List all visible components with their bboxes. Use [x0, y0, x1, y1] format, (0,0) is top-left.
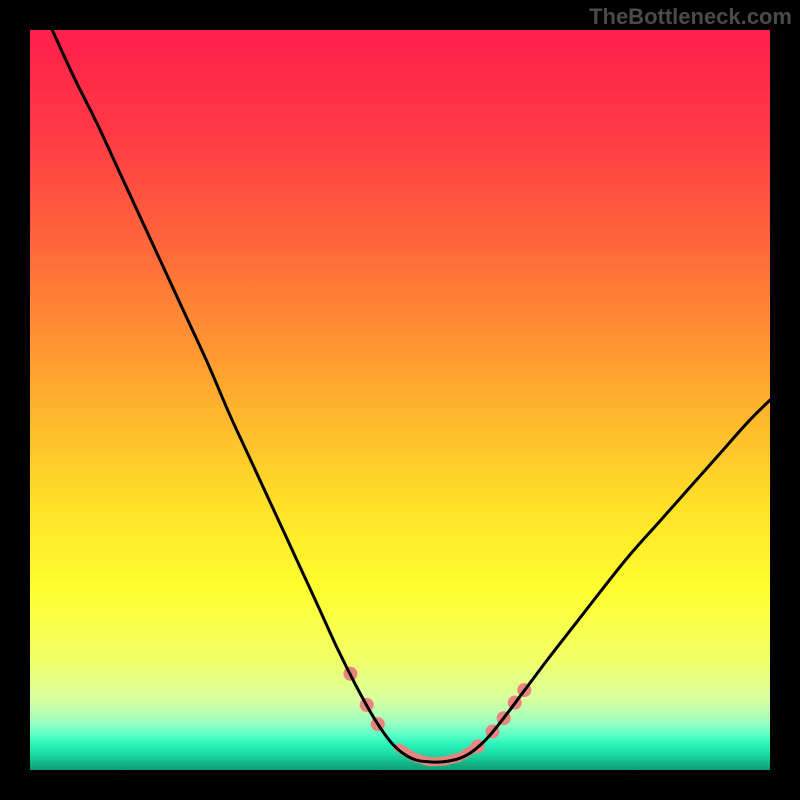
plot-area [30, 30, 770, 770]
bottleneck-curve [52, 30, 770, 762]
figure-canvas: TheBottleneck.com [0, 0, 800, 800]
curve-layer [30, 30, 770, 770]
watermark-text: TheBottleneck.com [589, 4, 792, 30]
